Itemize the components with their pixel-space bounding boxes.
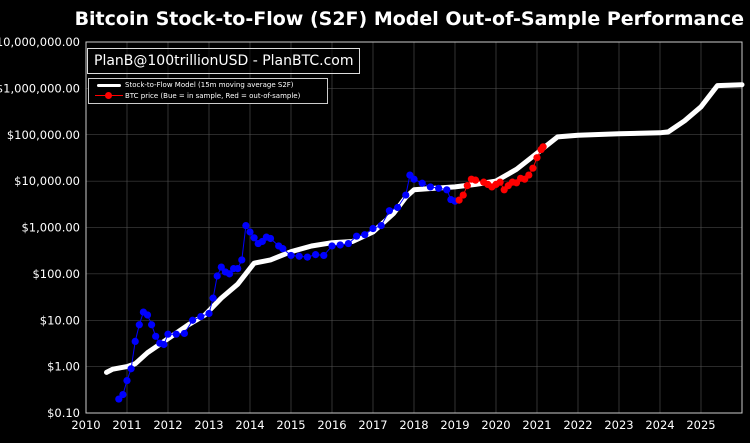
price-point-in-sample <box>250 234 258 242</box>
price-point-in-sample <box>266 234 275 243</box>
series-line-price-in-sample <box>118 174 456 400</box>
price-point-out-of-sample <box>463 182 471 190</box>
price-point-in-sample <box>127 365 135 373</box>
price-point-in-sample <box>402 191 410 199</box>
plot-frame <box>85 41 743 414</box>
price-point-in-sample <box>152 332 160 340</box>
x-tick-label: 2025 <box>686 418 715 432</box>
price-point-in-sample <box>336 241 344 249</box>
y-tick-label: $10,000,000.00 <box>0 35 80 49</box>
price-point-in-sample <box>320 251 328 260</box>
price-point-in-sample <box>217 263 225 271</box>
price-point-in-sample <box>246 228 254 236</box>
y-tick-label: $10,000.00 <box>14 174 80 188</box>
price-point-out-of-sample <box>459 191 467 199</box>
price-point-out-of-sample <box>533 154 541 162</box>
price-point-in-sample <box>180 329 188 338</box>
price-point-in-sample <box>303 253 311 261</box>
price-point-out-of-sample <box>471 176 480 184</box>
price-point-in-sample <box>418 179 426 187</box>
price-point-in-sample <box>410 175 418 183</box>
price-point-in-sample <box>377 221 385 230</box>
price-point-in-sample <box>443 186 451 194</box>
price-point-in-sample <box>131 337 139 345</box>
price-point-in-sample <box>279 245 287 253</box>
price-point-in-sample <box>197 312 205 321</box>
y-tick-label: $1,000.00 <box>21 221 80 235</box>
x-tick-label: 2016 <box>317 418 346 432</box>
x-tick-label: 2022 <box>563 418 592 432</box>
price-point-in-sample <box>135 321 143 329</box>
price-point-in-sample <box>426 183 434 191</box>
y-tick-label: $1.00 <box>47 360 80 374</box>
y-tick-label: $100,000.00 <box>7 128 80 142</box>
legend-item-model: Stock-to-Flow Model (15m moving average … <box>89 80 327 91</box>
x-tick-label: 2023 <box>604 418 633 432</box>
legend-line-swatch <box>97 84 121 87</box>
x-tick-label: 2013 <box>194 418 223 432</box>
price-point-in-sample <box>234 264 242 273</box>
price-point-in-sample <box>361 231 369 239</box>
x-tick-label: 2014 <box>235 418 264 432</box>
price-point-in-sample <box>172 330 180 338</box>
price-point-in-sample <box>205 309 213 318</box>
y-tick-label: $0.10 <box>47 406 80 420</box>
x-tick-label: 2011 <box>112 418 141 432</box>
legend-marker-swatch <box>105 92 112 99</box>
y-tick-label: $1,000,000.00 <box>0 81 80 95</box>
price-point-out-of-sample <box>529 164 537 172</box>
price-point-in-sample <box>295 252 303 260</box>
price-point-out-of-sample <box>525 171 533 179</box>
x-tick-label: 2010 <box>71 418 100 432</box>
legend-item-price: BTC price (Bue = in sample, Red = out-of… <box>89 91 327 102</box>
x-tick-label: 2021 <box>522 418 551 432</box>
x-tick-label: 2019 <box>440 418 469 432</box>
price-point-in-sample <box>123 376 131 385</box>
watermark-label: PlanB@100trillionUSD - PlanBTC.com <box>87 48 361 74</box>
price-point-in-sample <box>160 340 168 349</box>
y-tick-label: $10.00 <box>40 313 80 327</box>
price-point-in-sample <box>213 272 221 280</box>
legend-label-price: BTC price (Bue = in sample, Red = out-of… <box>125 92 301 100</box>
x-tick-label: 2020 <box>481 418 510 432</box>
x-tick-label: 2015 <box>276 418 305 432</box>
price-point-in-sample <box>148 321 156 329</box>
price-point-in-sample <box>328 242 336 250</box>
price-point-in-sample <box>394 203 402 212</box>
price-point-in-sample <box>209 294 217 302</box>
price-point-in-sample <box>164 330 172 338</box>
price-point-in-sample <box>119 390 127 399</box>
price-point-in-sample <box>353 232 361 240</box>
chart-title: Bitcoin Stock-to-Flow (S2F) Model Out-of… <box>74 8 744 30</box>
price-point-in-sample <box>312 251 320 259</box>
price-point-in-sample <box>225 270 234 278</box>
price-point-in-sample <box>287 251 295 260</box>
x-tick-label: 2012 <box>153 418 182 432</box>
price-point-in-sample <box>369 224 377 233</box>
y-tick-label: $100.00 <box>32 267 80 281</box>
price-point-out-of-sample <box>455 196 463 204</box>
price-point-in-sample <box>143 311 152 319</box>
x-tick-label: 2018 <box>399 418 428 432</box>
price-point-in-sample <box>435 184 443 192</box>
price-point-in-sample <box>385 207 393 215</box>
price-point-in-sample <box>344 239 352 248</box>
price-point-out-of-sample <box>496 178 504 186</box>
price-point-out-of-sample <box>539 143 547 151</box>
price-point-in-sample <box>238 256 246 264</box>
series-line-model <box>104 82 745 375</box>
legend-label-model: Stock-to-Flow Model (15m moving average … <box>125 81 294 89</box>
x-tick-label: 2024 <box>645 418 674 432</box>
chart-legend: Stock-to-Flow Model (15m moving average … <box>88 78 328 104</box>
price-point-in-sample <box>189 316 197 324</box>
price-point-in-sample <box>242 221 250 230</box>
x-tick-label: 2017 <box>358 418 387 432</box>
